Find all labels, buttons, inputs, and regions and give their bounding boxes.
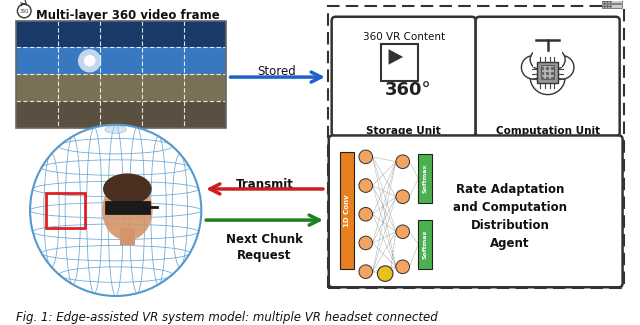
Circle shape [550,56,574,79]
Bar [419,220,432,269]
Bar [419,154,432,203]
Bar [602,4,621,8]
Circle shape [359,236,372,250]
Text: Softmax: Softmax [422,164,428,193]
Circle shape [546,50,565,69]
Bar [533,43,563,67]
Bar [381,44,419,81]
Bar [17,21,226,128]
Bar [17,74,226,101]
Text: Edge Computing Unit: Edge Computing Unit [384,17,532,30]
Text: Next Chunk
Request: Next Chunk Request [226,233,303,262]
Polygon shape [388,49,403,65]
Circle shape [378,266,393,281]
Circle shape [78,49,101,72]
Circle shape [530,59,565,95]
Text: Fig. 1: Edge-assisted VR system model: multiple VR headset connected: Fig. 1: Edge-assisted VR system model: m… [17,311,438,324]
Text: 360°: 360° [385,81,432,99]
Circle shape [396,260,410,274]
Text: Storage Unit: Storage Unit [366,126,441,136]
Circle shape [359,207,372,221]
Text: Stored: Stored [257,65,296,78]
Circle shape [530,50,550,69]
Ellipse shape [105,126,126,134]
Circle shape [396,225,410,239]
Text: Multi-layer 360 video frame: Multi-layer 360 video frame [36,9,220,22]
Ellipse shape [103,174,152,204]
Circle shape [396,155,410,169]
Ellipse shape [102,180,153,240]
Text: Transmit: Transmit [236,178,294,191]
FancyBboxPatch shape [476,17,620,136]
Circle shape [359,265,372,279]
FancyBboxPatch shape [329,136,623,287]
Circle shape [536,44,559,67]
Bar [328,6,623,288]
Text: Computation Unit: Computation Unit [495,126,600,136]
Circle shape [396,190,410,203]
Text: 360 VR Content: 360 VR Content [363,32,445,42]
Circle shape [359,150,372,164]
Text: Softmax: Softmax [422,229,428,259]
Bar [541,65,554,79]
Circle shape [522,56,545,79]
Text: 360: 360 [20,9,29,14]
Circle shape [84,55,95,67]
Bar [602,0,621,3]
Bar [45,193,84,228]
Bar [17,101,226,128]
Text: 1D Conv: 1D Conv [344,194,350,227]
Text: Rate Adaptation
and Computation
Distribution
Agent: Rate Adaptation and Computation Distribu… [453,183,567,250]
Bar [120,228,135,245]
Ellipse shape [30,125,202,296]
Circle shape [359,179,372,192]
Bar [340,152,354,269]
Bar [105,201,150,214]
Bar [17,47,226,74]
FancyBboxPatch shape [332,17,476,136]
Bar [537,61,558,83]
Bar [17,21,226,47]
